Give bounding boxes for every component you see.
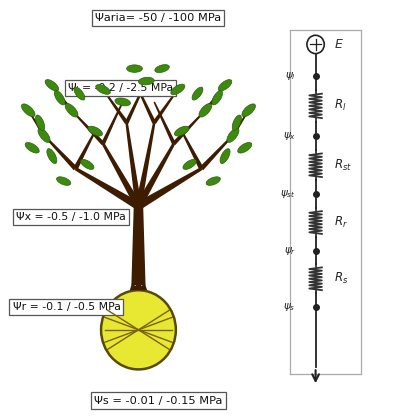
Polygon shape: [28, 110, 45, 136]
Text: $R_r$: $R_r$: [335, 215, 348, 230]
Ellipse shape: [25, 143, 39, 153]
Polygon shape: [154, 102, 176, 145]
Ellipse shape: [192, 87, 203, 100]
Ellipse shape: [74, 87, 85, 100]
Ellipse shape: [171, 84, 185, 95]
Ellipse shape: [155, 65, 169, 73]
Ellipse shape: [88, 126, 102, 136]
Polygon shape: [71, 110, 104, 145]
Ellipse shape: [139, 77, 154, 85]
Ellipse shape: [218, 79, 232, 91]
Text: $\psi_r$: $\psi_r$: [284, 245, 296, 257]
Ellipse shape: [96, 84, 110, 94]
Text: $\psi_x$: $\psi_x$: [283, 130, 296, 142]
Polygon shape: [231, 110, 249, 136]
Ellipse shape: [65, 104, 78, 117]
Polygon shape: [130, 281, 147, 290]
Ellipse shape: [242, 104, 256, 117]
Polygon shape: [135, 122, 156, 207]
Polygon shape: [125, 122, 141, 206]
Polygon shape: [73, 130, 96, 170]
Circle shape: [101, 290, 176, 370]
Polygon shape: [200, 135, 233, 171]
Polygon shape: [102, 143, 141, 208]
Polygon shape: [152, 89, 179, 124]
Ellipse shape: [227, 128, 239, 143]
Ellipse shape: [199, 104, 212, 117]
Text: $R_l$: $R_l$: [335, 98, 347, 113]
Polygon shape: [101, 102, 123, 145]
Ellipse shape: [175, 126, 189, 136]
Text: $\psi_l$: $\psi_l$: [285, 70, 296, 82]
Text: Ψaria= -50 / -100 MPa: Ψaria= -50 / -100 MPa: [95, 13, 221, 23]
Polygon shape: [125, 81, 147, 124]
Polygon shape: [51, 85, 73, 111]
Polygon shape: [204, 85, 226, 111]
Ellipse shape: [232, 115, 241, 130]
Ellipse shape: [81, 159, 94, 169]
Text: Ψs = -0.01 / -0.15 MPa: Ψs = -0.01 / -0.15 MPa: [94, 396, 222, 405]
Text: $R_s$: $R_s$: [335, 271, 349, 286]
Text: $\psi_s$: $\psi_s$: [284, 301, 296, 313]
Text: Ψₗ = -0.2 / -2.5 MPa: Ψₗ = -0.2 / -2.5 MPa: [68, 83, 173, 93]
Ellipse shape: [21, 104, 35, 117]
Ellipse shape: [220, 149, 230, 163]
Text: $\psi_{st}$: $\psi_{st}$: [280, 189, 296, 200]
Text: Ψr = -0.1 / -0.5 MPa: Ψr = -0.1 / -0.5 MPa: [13, 302, 120, 312]
Polygon shape: [43, 135, 77, 171]
Ellipse shape: [183, 159, 196, 169]
Polygon shape: [132, 206, 145, 285]
Polygon shape: [181, 130, 203, 170]
Ellipse shape: [127, 65, 142, 72]
Polygon shape: [102, 89, 128, 124]
Ellipse shape: [212, 91, 222, 105]
Text: Ψx = -0.5 / -1.0 MPa: Ψx = -0.5 / -1.0 MPa: [17, 212, 126, 222]
Text: $R_{st}$: $R_{st}$: [335, 158, 352, 173]
Ellipse shape: [115, 98, 130, 106]
Ellipse shape: [47, 149, 57, 163]
Polygon shape: [173, 110, 206, 145]
Polygon shape: [134, 81, 156, 124]
Ellipse shape: [38, 128, 50, 143]
Polygon shape: [75, 167, 140, 210]
Polygon shape: [135, 143, 175, 208]
Polygon shape: [137, 167, 202, 210]
Ellipse shape: [45, 79, 58, 91]
Text: E: E: [335, 38, 342, 51]
Ellipse shape: [36, 115, 45, 130]
Ellipse shape: [55, 91, 65, 105]
Ellipse shape: [56, 177, 71, 185]
Ellipse shape: [238, 143, 252, 153]
Ellipse shape: [206, 177, 220, 185]
